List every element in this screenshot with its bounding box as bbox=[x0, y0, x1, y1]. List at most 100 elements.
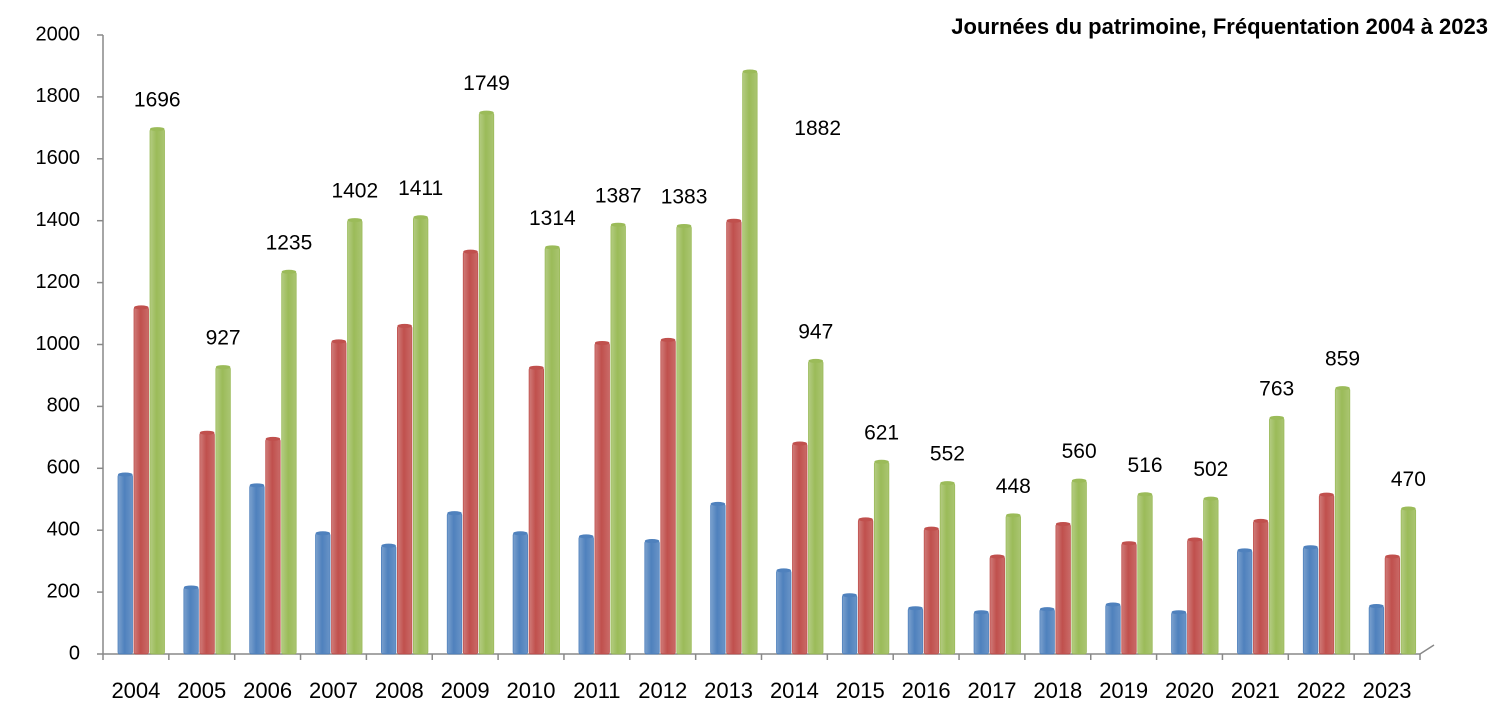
bar-top bbox=[281, 269, 297, 274]
x-tick-label: 2008 bbox=[375, 678, 424, 703]
bar bbox=[478, 112, 495, 655]
bar-top bbox=[924, 526, 939, 531]
x-tick-label: 2006 bbox=[243, 678, 292, 703]
bar-top bbox=[397, 323, 412, 328]
bar-top bbox=[974, 610, 989, 615]
bar bbox=[347, 219, 363, 655]
bar bbox=[1005, 514, 1021, 655]
bar bbox=[396, 325, 413, 655]
bar bbox=[841, 594, 858, 655]
bar bbox=[676, 225, 692, 655]
bar bbox=[710, 503, 726, 655]
bar bbox=[578, 535, 594, 655]
bar bbox=[1400, 508, 1417, 655]
bar bbox=[412, 216, 429, 655]
bar bbox=[857, 518, 874, 655]
x-tick-label: 2016 bbox=[902, 678, 951, 703]
data-label: 621 bbox=[864, 421, 899, 444]
bar-top bbox=[1369, 604, 1384, 609]
bar bbox=[1121, 542, 1137, 655]
y-tick-label: 1200 bbox=[36, 271, 81, 293]
x-tick-label: 2013 bbox=[704, 678, 753, 703]
bar-top bbox=[150, 127, 165, 132]
bar bbox=[873, 461, 890, 655]
data-label: 516 bbox=[1127, 454, 1162, 477]
bar-top bbox=[1055, 522, 1071, 527]
bar-top bbox=[726, 218, 742, 223]
bar-top bbox=[545, 245, 560, 250]
bar-top bbox=[676, 223, 692, 228]
bar-top bbox=[463, 249, 478, 254]
data-label: 470 bbox=[1391, 468, 1426, 491]
bar bbox=[265, 438, 281, 655]
data-label: 552 bbox=[930, 443, 965, 466]
x-tick-label: 2020 bbox=[1165, 678, 1214, 703]
data-label: 1411 bbox=[398, 177, 443, 200]
bar-top bbox=[447, 511, 462, 516]
bar-top bbox=[199, 430, 215, 435]
data-label: 560 bbox=[1062, 440, 1097, 463]
bar bbox=[1039, 608, 1055, 655]
bar bbox=[610, 224, 626, 655]
bar bbox=[528, 367, 544, 655]
bar bbox=[117, 474, 133, 655]
bar bbox=[660, 339, 676, 655]
bar bbox=[1269, 417, 1285, 655]
data-label: 1749 bbox=[463, 72, 510, 95]
bar-top bbox=[1203, 496, 1219, 501]
bar-top bbox=[710, 501, 726, 506]
bar bbox=[1055, 523, 1071, 655]
bar bbox=[973, 611, 989, 655]
x-tick-label: 2004 bbox=[111, 678, 160, 703]
bar-top bbox=[1335, 386, 1350, 391]
bar-top bbox=[265, 436, 281, 441]
bar bbox=[1237, 549, 1253, 655]
bar bbox=[249, 484, 265, 655]
bar bbox=[1203, 498, 1219, 655]
x-tick-label: 2012 bbox=[638, 678, 687, 703]
x-tick-label: 2019 bbox=[1099, 678, 1148, 703]
bar-top bbox=[578, 534, 594, 539]
data-label: 1235 bbox=[266, 231, 313, 254]
bar bbox=[1071, 480, 1087, 655]
bar bbox=[594, 342, 610, 655]
bar-top bbox=[529, 365, 544, 370]
bar bbox=[1171, 611, 1187, 655]
x-tick-label: 2009 bbox=[441, 678, 490, 703]
bar bbox=[1105, 604, 1121, 655]
x-tick-label: 2014 bbox=[770, 678, 819, 703]
bar-top bbox=[1269, 415, 1284, 420]
bar bbox=[939, 482, 956, 655]
data-label: 502 bbox=[1193, 458, 1228, 481]
y-tick-label: 1800 bbox=[36, 85, 81, 107]
x-tick-label: 2010 bbox=[507, 678, 556, 703]
y-tick-label: 400 bbox=[47, 518, 80, 540]
bar bbox=[1368, 605, 1385, 655]
data-label: 1383 bbox=[661, 186, 708, 209]
bar-top bbox=[1319, 492, 1334, 497]
chart-title: Journées du patrimoine, Fréquentation 20… bbox=[951, 14, 1488, 39]
bar-top bbox=[1039, 607, 1055, 612]
bar bbox=[792, 443, 808, 655]
x-tick-label: 2021 bbox=[1231, 678, 1280, 703]
bar bbox=[989, 556, 1005, 655]
bar bbox=[776, 570, 792, 655]
bar-top bbox=[215, 365, 231, 370]
bar-top bbox=[610, 222, 626, 227]
y-tick-label: 1000 bbox=[36, 333, 81, 355]
data-label: 859 bbox=[1325, 348, 1360, 371]
bar-top bbox=[792, 441, 807, 446]
bar-top bbox=[1401, 506, 1416, 511]
bar bbox=[1253, 520, 1269, 655]
x-tick-label: 2015 bbox=[836, 678, 885, 703]
bar bbox=[1318, 494, 1335, 655]
bar bbox=[1384, 556, 1401, 655]
bar-top bbox=[347, 218, 363, 223]
bar-top bbox=[594, 340, 610, 345]
x-tick-label: 2022 bbox=[1297, 678, 1346, 703]
y-tick-label: 1600 bbox=[36, 147, 81, 169]
bar-top bbox=[413, 215, 428, 220]
bar bbox=[183, 587, 199, 655]
bar bbox=[149, 128, 165, 655]
